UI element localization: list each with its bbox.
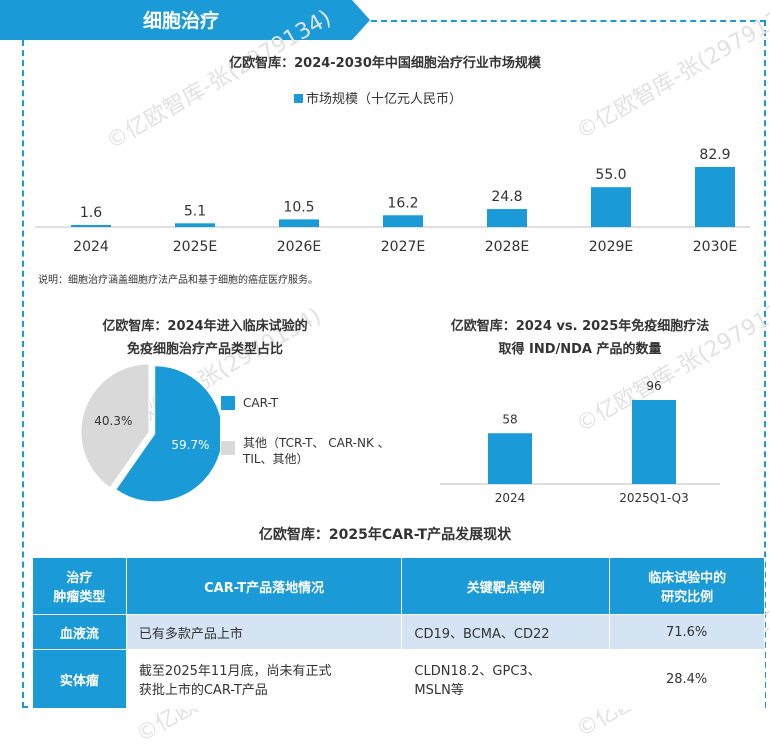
data-label: 10.5 (283, 199, 314, 215)
row-ratio: 71.6% (609, 614, 765, 650)
bar (71, 225, 111, 227)
bar (695, 167, 735, 227)
x-tick-label: 2025Q1-Q3 (619, 491, 688, 505)
x-tick-label: 2027E (381, 239, 425, 255)
x-tick-label: 2024 (495, 491, 526, 505)
pie-legend-1: CAR-T (243, 396, 278, 410)
pie-slice (115, 365, 220, 503)
bar (383, 215, 423, 227)
pie-legend-2-line1: 其他（TCR-T、 CAR-NK 、 (243, 436, 390, 450)
legend-swatch-cart (221, 396, 235, 410)
row-targets: CD19、BCMA、CD22 (401, 614, 611, 650)
chart-note: 说明：细胞治疗涵盖细胞疗法产品和基于细胞的癌症医疗服务。 (38, 275, 318, 286)
pie-legend-2-line2: TIL、其他） (243, 452, 309, 466)
header-targets: 关键靶点举例 (401, 557, 611, 615)
pie-chart: 59.7% 40.3% (80, 363, 220, 503)
pie-slice (80, 363, 150, 489)
ind-bar-chart: 58 2024 96 2025Q1-Q3 (440, 379, 720, 505)
slice-label: 59.7% (171, 438, 209, 452)
data-label: 82.9 (699, 147, 730, 163)
row-type: 血液流 (32, 614, 127, 650)
x-tick-label: 2026E (277, 239, 321, 255)
data-label: 58 (502, 412, 517, 426)
pie-title-line1: 亿欧智库：2024年进入临床试验的 (102, 319, 308, 334)
x-tick-label: 2028E (485, 239, 529, 255)
bar (487, 209, 527, 227)
ind-title-line1: 亿欧智库：2024 vs. 2025年免疫细胞疗法 (450, 319, 710, 334)
row-targets: CLDN18.2、GPC3、 MSLN等 (401, 649, 611, 709)
bar (279, 219, 319, 227)
row-ratio: 28.4% (609, 649, 765, 709)
data-label: 55.0 (595, 167, 626, 183)
header-tumor-type: 治疗 肿瘤类型 (32, 557, 127, 615)
x-tick-label: 2024 (73, 239, 109, 255)
market-chart-title: 亿欧智库：2024-2030年中国细胞治疗行业市场规模 (229, 56, 541, 71)
table-title: 亿欧智库：2025年CAR-T产品发展现状 (258, 527, 512, 543)
market-chart-legend: 市场规模（十亿元人民币） (294, 88, 462, 107)
pie-chart-title: 亿欧智库：2024年进入临床试验的 免疫细胞治疗产品类型占比 (55, 315, 355, 361)
pie-title-line2: 免疫细胞治疗产品类型占比 (126, 342, 283, 357)
ind-chart-title: 亿欧智库：2024 vs. 2025年免疫细胞疗法 取得 IND/NDA 产品的… (410, 315, 750, 361)
header-ratio: 临床试验中的 研究比例 (609, 557, 765, 615)
table-header-row: 治疗 肿瘤类型 CAR-T产品落地情况 关键靶点举例 临床试验中的 研究比例 (32, 557, 765, 615)
table-row: 血液流 已有多款产品上市 CD19、BCMA、CD22 71.6% (32, 614, 765, 650)
data-label: 1.6 (80, 205, 102, 221)
data-label: 16.2 (387, 195, 418, 211)
data-label: 24.8 (491, 189, 522, 205)
table-row: 实体瘤 截至2025年11月底，尚未有正式 获批上市的CAR-T产品 CLDN18… (32, 649, 765, 709)
legend-swatch-others (221, 441, 235, 455)
x-tick-label: 2025E (173, 239, 217, 255)
market-bar-chart: 1.6 2024 5.1 2025E 10.5 2026E 16.2 2027E 24.8 202… (35, 147, 750, 255)
slice-label: 40.3% (94, 414, 132, 428)
bar (632, 400, 676, 484)
data-label: 5.1 (184, 203, 206, 219)
row-type: 实体瘤 (32, 649, 127, 709)
header-status: CAR-T产品落地情况 (125, 557, 403, 615)
pie-legend-2: 其他（TCR-T、 CAR-NK 、 TIL、其他） (243, 435, 390, 467)
bar (175, 223, 215, 227)
legend-label: 市场规模（十亿元人民币） (306, 92, 463, 107)
ind-title-line2: 取得 IND/NDA 产品的数量 (498, 342, 662, 357)
x-tick-label: 2030E (693, 239, 737, 255)
row-status: 截至2025年11月底，尚未有正式 获批上市的CAR-T产品 (125, 649, 403, 709)
legend-swatch (294, 94, 303, 103)
x-tick-label: 2029E (589, 239, 633, 255)
cart-status-table: 治疗 肿瘤类型 CAR-T产品落地情况 关键靶点举例 临床试验中的 研究比例 血液流… (32, 557, 765, 709)
bar (488, 433, 532, 484)
bar (591, 187, 631, 227)
row-status: 已有多款产品上市 (125, 614, 403, 650)
section-title: 细胞治疗 (143, 10, 220, 32)
data-label: 96 (646, 379, 661, 393)
section-banner (0, 0, 370, 40)
